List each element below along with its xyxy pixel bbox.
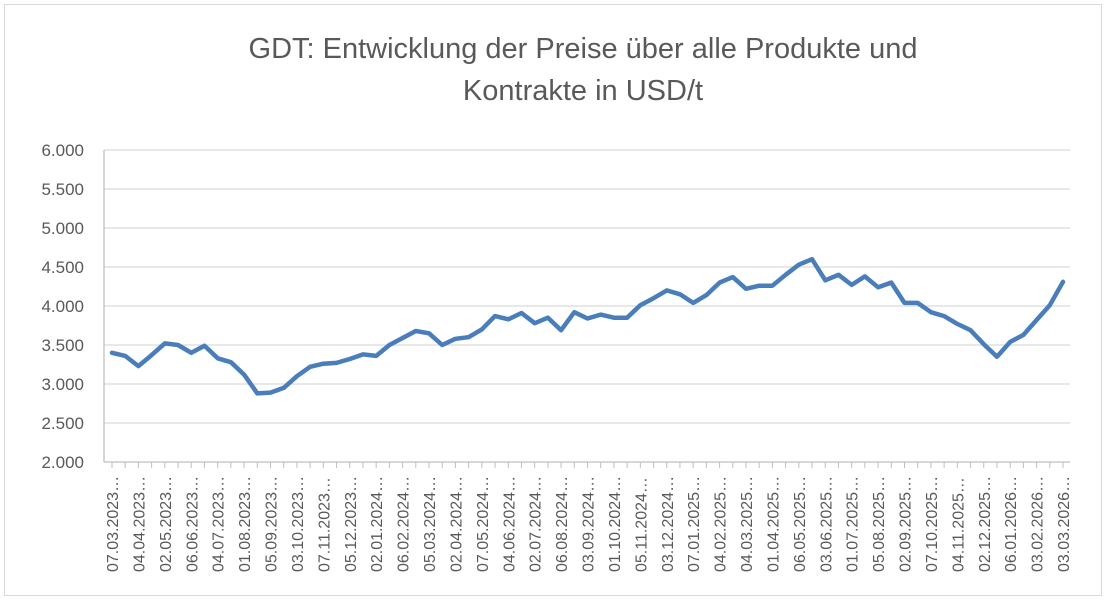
x-tick-label: 01.10.2024… bbox=[607, 476, 624, 572]
x-tick-label: 07.10.2025… bbox=[924, 476, 941, 572]
x-tick-label: 01.04.2025… bbox=[765, 476, 782, 572]
price-line bbox=[109, 256, 1066, 396]
x-tick-label: 07.11.2023… bbox=[316, 477, 333, 572]
x-tick-label: 06.05.2025… bbox=[792, 476, 809, 572]
x-tick-label: 04.11.2025… bbox=[950, 477, 967, 572]
x-tick-label: 04.06.2024… bbox=[501, 476, 518, 572]
y-tick-label: 4.000 bbox=[41, 297, 84, 316]
x-tick-label: 05.11.2024… bbox=[633, 477, 650, 572]
x-tick-label: 06.06.2023… bbox=[184, 476, 201, 572]
x-tick-label: 03.02.2026… bbox=[1030, 476, 1047, 572]
x-tick-label: 01.08.2023… bbox=[237, 476, 254, 572]
x-tick-label: 02.04.2024… bbox=[448, 476, 465, 572]
x-tick-label: 04.02.2025… bbox=[713, 476, 730, 572]
x-tick-label: 06.08.2024… bbox=[554, 476, 571, 572]
x-tick-label: 02.05.2023… bbox=[158, 476, 175, 572]
x-tick-label: 02.09.2025… bbox=[898, 476, 915, 572]
x-tick-label: 03.06.2025… bbox=[818, 476, 835, 572]
x-tick-label: 07.05.2024… bbox=[475, 476, 492, 572]
chart-title-line-2: Kontrakte in USD/t bbox=[462, 75, 704, 107]
y-tick-label: 3.500 bbox=[41, 336, 84, 355]
x-tick-label: 06.01.2026… bbox=[1003, 476, 1020, 572]
x-tick-label: 02.12.2025… bbox=[977, 476, 994, 572]
x-tick-label: 06.02.2024… bbox=[396, 476, 413, 572]
x-tick-label: 07.01.2025… bbox=[686, 476, 703, 572]
x-tick-label: 02.01.2024… bbox=[369, 476, 386, 572]
chart-title-line-1: GDT: Entwicklung der Preise über alle Pr… bbox=[248, 33, 918, 65]
x-tick-label: 07.03.2023… bbox=[105, 476, 122, 572]
x-tick-label: 04.07.2023… bbox=[211, 476, 228, 572]
y-tick-label: 2.000 bbox=[41, 453, 84, 472]
x-tick-label: 05.12.2023… bbox=[343, 476, 360, 572]
x-tick-label: 05.09.2023… bbox=[264, 476, 281, 572]
y-tick-label: 6.000 bbox=[41, 141, 84, 160]
y-tick-label: 2.500 bbox=[41, 414, 84, 433]
chart-title: GDT: Entwicklung der Preise über alle Pr… bbox=[0, 28, 1108, 112]
x-tick-label: 04.04.2023… bbox=[131, 476, 148, 572]
x-tick-label: 01.07.2025… bbox=[845, 476, 862, 572]
y-tick-label: 5.500 bbox=[41, 180, 84, 199]
x-tick-label: 03.09.2024… bbox=[581, 476, 598, 572]
y-tick-label: 5.000 bbox=[41, 219, 84, 238]
chart-frame bbox=[4, 4, 1102, 596]
y-tick-label: 4.500 bbox=[41, 258, 84, 277]
x-tick-label: 05.03.2024… bbox=[422, 476, 439, 572]
x-tick-label: 05.08.2025… bbox=[871, 476, 888, 572]
x-tick-label: 03.10.2023… bbox=[290, 476, 307, 572]
y-tick-label: 3.000 bbox=[41, 375, 84, 394]
x-tick-label: 03.03.2026… bbox=[1056, 476, 1073, 572]
x-tick-label: 04.03.2025… bbox=[739, 476, 756, 572]
x-tick-label: 03.12.2024… bbox=[660, 476, 677, 572]
x-tick-label: 02.07.2024… bbox=[528, 476, 545, 572]
